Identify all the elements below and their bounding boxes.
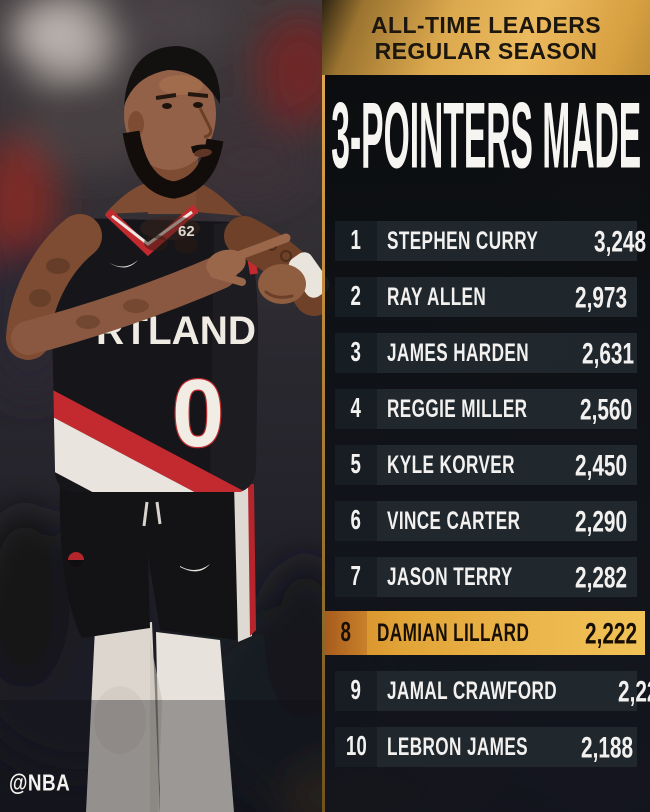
leader-row: 3 JAMES HARDEN 2,631 bbox=[335, 333, 637, 373]
stat-value: 2,188 bbox=[580, 729, 633, 764]
player-legs bbox=[86, 622, 234, 812]
banner: ALL-TIME LEADERS REGULAR SEASON bbox=[322, 0, 650, 75]
rank-cell: 10 bbox=[335, 727, 377, 767]
rank-cell: 1 bbox=[335, 221, 377, 261]
jersey-chest-number: 62 bbox=[178, 223, 195, 240]
leader-row: 10 LEBRON JAMES 2,188 bbox=[335, 727, 637, 767]
rank-label: 5 bbox=[350, 448, 362, 480]
stat-value: 3,248 bbox=[593, 223, 647, 258]
rank-label: 8 bbox=[340, 616, 352, 648]
stat-value: 2,290 bbox=[574, 503, 627, 538]
rank-label: 1 bbox=[350, 224, 362, 256]
nike-swoosh-shorts-icon bbox=[180, 564, 210, 572]
banner-line2: REGULAR SEASON bbox=[374, 37, 598, 64]
leader-row: 4 REGGIE MILLER 2,560 bbox=[335, 389, 637, 429]
rank-label: 2 bbox=[350, 280, 362, 312]
nike-swoosh-jersey-icon bbox=[108, 260, 138, 268]
leader-row: 6 VINCE CARTER 2,290 bbox=[335, 501, 637, 541]
stat-value: 2,221 bbox=[618, 673, 650, 708]
rank-cell: 8 bbox=[325, 611, 367, 655]
stat-value: 2,282 bbox=[574, 559, 627, 594]
rank-label: 3 bbox=[350, 336, 362, 368]
nba-watermark: @NBA bbox=[9, 770, 71, 797]
player-figure: 62 RTLAND 0 bbox=[6, 46, 334, 812]
stat-value: 2,222 bbox=[585, 615, 638, 650]
leader-row: 5 KYLE KORVER 2,450 bbox=[335, 445, 637, 485]
wristband bbox=[288, 252, 330, 298]
shorts-side-stripe bbox=[234, 484, 252, 642]
rank-label: 10 bbox=[345, 730, 367, 762]
rank-cell: 2 bbox=[335, 277, 377, 317]
leader-row-highlighted: 8 DAMIAN LILLARD 2,222 bbox=[325, 611, 645, 655]
stat-title: 3-POINTERS MADE bbox=[331, 81, 641, 187]
leaderboard-panel: ALL-TIME LEADERS REGULAR SEASON 3-POINTE… bbox=[322, 0, 650, 812]
panel-gold-border bbox=[322, 0, 325, 812]
rank-label: 4 bbox=[350, 392, 362, 424]
stat-value: 2,450 bbox=[574, 447, 627, 482]
rank-label: 9 bbox=[350, 674, 362, 706]
stat-value: 2,631 bbox=[582, 335, 635, 370]
jersey-sash bbox=[52, 378, 258, 492]
player-name: STEPHEN CURRY bbox=[387, 226, 539, 255]
rank-cell: 3 bbox=[335, 333, 377, 373]
blazers-logo-icon bbox=[68, 552, 84, 568]
stat-value: 2,560 bbox=[580, 391, 633, 426]
beard bbox=[122, 130, 224, 199]
leader-row: 9 JAMAL CRAWFORD 2,221 bbox=[335, 671, 650, 711]
leader-row: 1 STEPHEN CURRY 3,248 bbox=[335, 221, 646, 261]
player-arms bbox=[6, 214, 334, 360]
player-name: JAMAL CRAWFORD bbox=[387, 676, 558, 705]
player-name: DAMIAN LILLARD bbox=[377, 618, 530, 647]
player-name: LEBRON JAMES bbox=[387, 732, 529, 761]
player-name: KYLE KORVER bbox=[387, 450, 515, 479]
rank-label: 6 bbox=[350, 504, 362, 536]
stat-value: 2,973 bbox=[574, 279, 627, 314]
leaderboard-rows: 1 STEPHEN CURRY 3,248 2 RAY ALLEN 2,973 3 … bbox=[325, 221, 650, 767]
player-name: REGGIE MILLER bbox=[387, 394, 528, 423]
ear bbox=[128, 111, 144, 137]
leader-row: 2 RAY ALLEN 2,973 bbox=[335, 277, 637, 317]
hair bbox=[124, 46, 220, 106]
player-head bbox=[122, 46, 224, 199]
banner-line1: ALL-TIME LEADERS bbox=[371, 11, 601, 38]
rank-cell: 7 bbox=[335, 557, 377, 597]
rank-label: 7 bbox=[350, 560, 362, 592]
title-wrap: 3-POINTERS MADE bbox=[322, 78, 650, 190]
rank-cell: 6 bbox=[335, 501, 377, 541]
drawstring bbox=[142, 501, 162, 527]
player-name: VINCE CARTER bbox=[387, 506, 521, 535]
player-shorts bbox=[59, 482, 256, 642]
player-name: JASON TERRY bbox=[387, 562, 513, 591]
jersey-number: 0 bbox=[172, 360, 224, 467]
rank-cell: 4 bbox=[335, 389, 377, 429]
rank-cell: 9 bbox=[335, 671, 377, 711]
player-name: JAMES HARDEN bbox=[387, 338, 529, 367]
player-name: RAY ALLEN bbox=[387, 282, 487, 311]
leader-row: 7 JASON TERRY 2,282 bbox=[335, 557, 637, 597]
rank-cell: 5 bbox=[335, 445, 377, 485]
